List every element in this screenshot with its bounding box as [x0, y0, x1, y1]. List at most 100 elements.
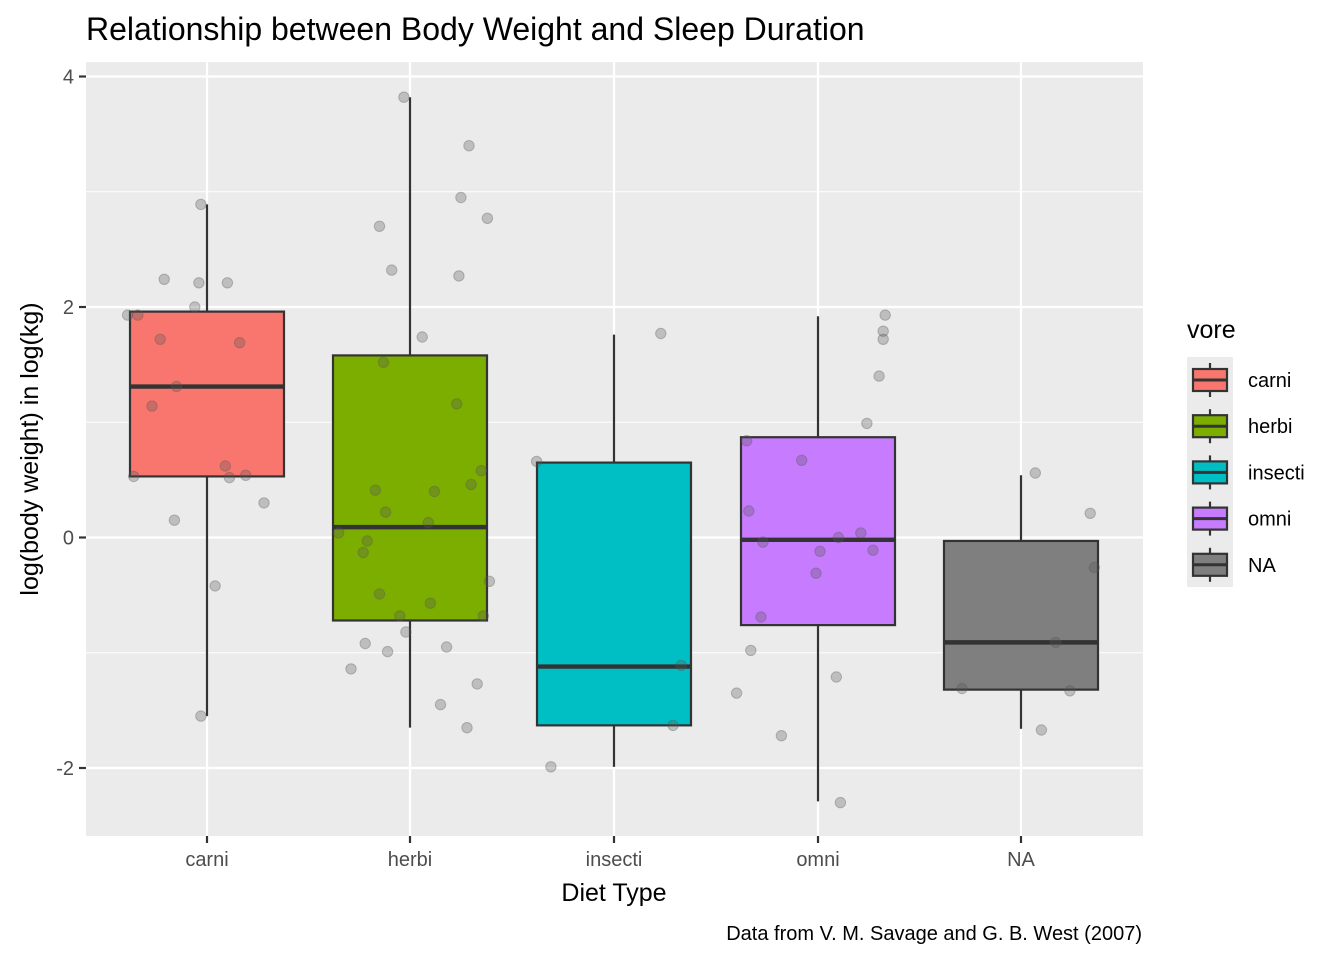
data-point	[377, 356, 390, 368]
data-point	[233, 337, 246, 349]
data-point	[1084, 507, 1096, 519]
data-point	[741, 435, 753, 447]
data-point	[398, 91, 410, 103]
data-point	[345, 663, 357, 675]
data-point	[730, 687, 743, 699]
x-tick-label: NA	[1007, 849, 1035, 871]
boxplot-NA	[942, 475, 1100, 729]
data-point	[170, 380, 183, 393]
x-tick-label: insecti	[586, 849, 643, 871]
data-point	[814, 545, 826, 557]
data-point	[775, 730, 788, 742]
legend-label: NA	[1248, 555, 1276, 577]
data-point	[545, 761, 557, 773]
data-point	[1064, 685, 1076, 697]
y-axis-title: log(body weight) in log(kg)	[16, 302, 44, 595]
data-point	[743, 505, 755, 517]
boxplot-carni	[128, 204, 286, 717]
data-point	[168, 514, 181, 526]
data-point	[219, 460, 232, 472]
y-axis: -2 0 2 4	[56, 67, 86, 780]
data-point	[373, 220, 386, 233]
x-axis: carni herbi insecti omni NA	[185, 836, 1036, 871]
data-point	[1029, 467, 1042, 479]
legend-entry-insecti: insecti	[1191, 455, 1305, 490]
data-point	[440, 641, 453, 653]
data-point	[877, 333, 889, 345]
y-tick-label: 0	[63, 528, 74, 550]
data-point	[867, 544, 879, 556]
boxplot-omni	[739, 316, 897, 802]
y-tick-label: 4	[63, 67, 74, 89]
chart-title: Relationship between Body Weight and Sle…	[86, 11, 865, 47]
legend-title: vore	[1187, 316, 1236, 344]
data-point	[221, 277, 234, 289]
legend: vore carni herbi insecti omni NA	[1187, 316, 1305, 587]
legend-entries: carni herbi insecti omni NA	[1191, 363, 1305, 582]
data-point	[416, 331, 428, 343]
data-point	[373, 588, 386, 600]
data-point	[121, 309, 134, 321]
data-point	[1035, 724, 1048, 736]
data-point	[796, 454, 808, 466]
data-point	[357, 546, 369, 559]
data-point	[379, 506, 392, 518]
legend-label: carni	[1248, 370, 1291, 392]
data-point	[463, 140, 475, 152]
y-tick-label: -2	[56, 758, 74, 780]
jitter-points	[121, 91, 1101, 809]
data-point	[333, 527, 345, 539]
data-point	[195, 198, 207, 211]
data-point	[424, 597, 437, 609]
data-point	[359, 637, 371, 650]
data-point	[154, 333, 166, 345]
x-tick-label: omni	[796, 849, 839, 871]
data-point	[146, 400, 158, 412]
data-point	[675, 659, 687, 672]
data-point	[483, 575, 496, 587]
plot-panel	[86, 62, 1143, 836]
data-point	[956, 682, 968, 695]
box-iqr	[739, 436, 897, 627]
data-point	[128, 470, 140, 483]
data-point	[861, 417, 873, 430]
data-point	[369, 484, 382, 496]
data-point	[386, 264, 398, 276]
data-point	[873, 370, 885, 382]
caption: Data from V. M. Savage and G. B. West (2…	[726, 923, 1142, 945]
data-point	[471, 678, 483, 690]
data-point	[461, 722, 473, 734]
x-tick-label: herbi	[388, 849, 432, 871]
data-point	[209, 580, 221, 592]
legend-entry-carni: carni	[1191, 363, 1291, 397]
box-iqr	[128, 310, 286, 478]
x-tick-label: carni	[185, 849, 228, 871]
data-point	[428, 485, 441, 498]
data-point	[477, 610, 489, 622]
data-point	[361, 535, 373, 547]
legend-label: herbi	[1248, 416, 1292, 438]
data-point	[400, 626, 412, 638]
data-point	[434, 698, 447, 711]
data-point	[394, 610, 406, 622]
legend-entry-herbi: herbi	[1191, 409, 1292, 444]
boxplots	[128, 97, 1100, 802]
data-point	[1049, 636, 1062, 649]
legend-entry-omni: omni	[1191, 501, 1291, 536]
data-point	[381, 645, 394, 658]
legend-entry-NA: NA	[1191, 547, 1276, 582]
data-point	[1088, 561, 1101, 574]
data-point	[223, 471, 236, 484]
data-point	[455, 191, 467, 204]
legend-label: insecti	[1248, 462, 1305, 484]
boxplot-herbi	[331, 97, 489, 728]
data-point	[879, 309, 891, 321]
data-point	[655, 327, 667, 340]
data-point	[834, 796, 847, 809]
data-point	[422, 516, 434, 529]
y-tick-label: 2	[63, 297, 74, 319]
boxplot-insecti	[535, 334, 693, 767]
data-point	[667, 719, 679, 732]
data-point	[755, 611, 767, 623]
